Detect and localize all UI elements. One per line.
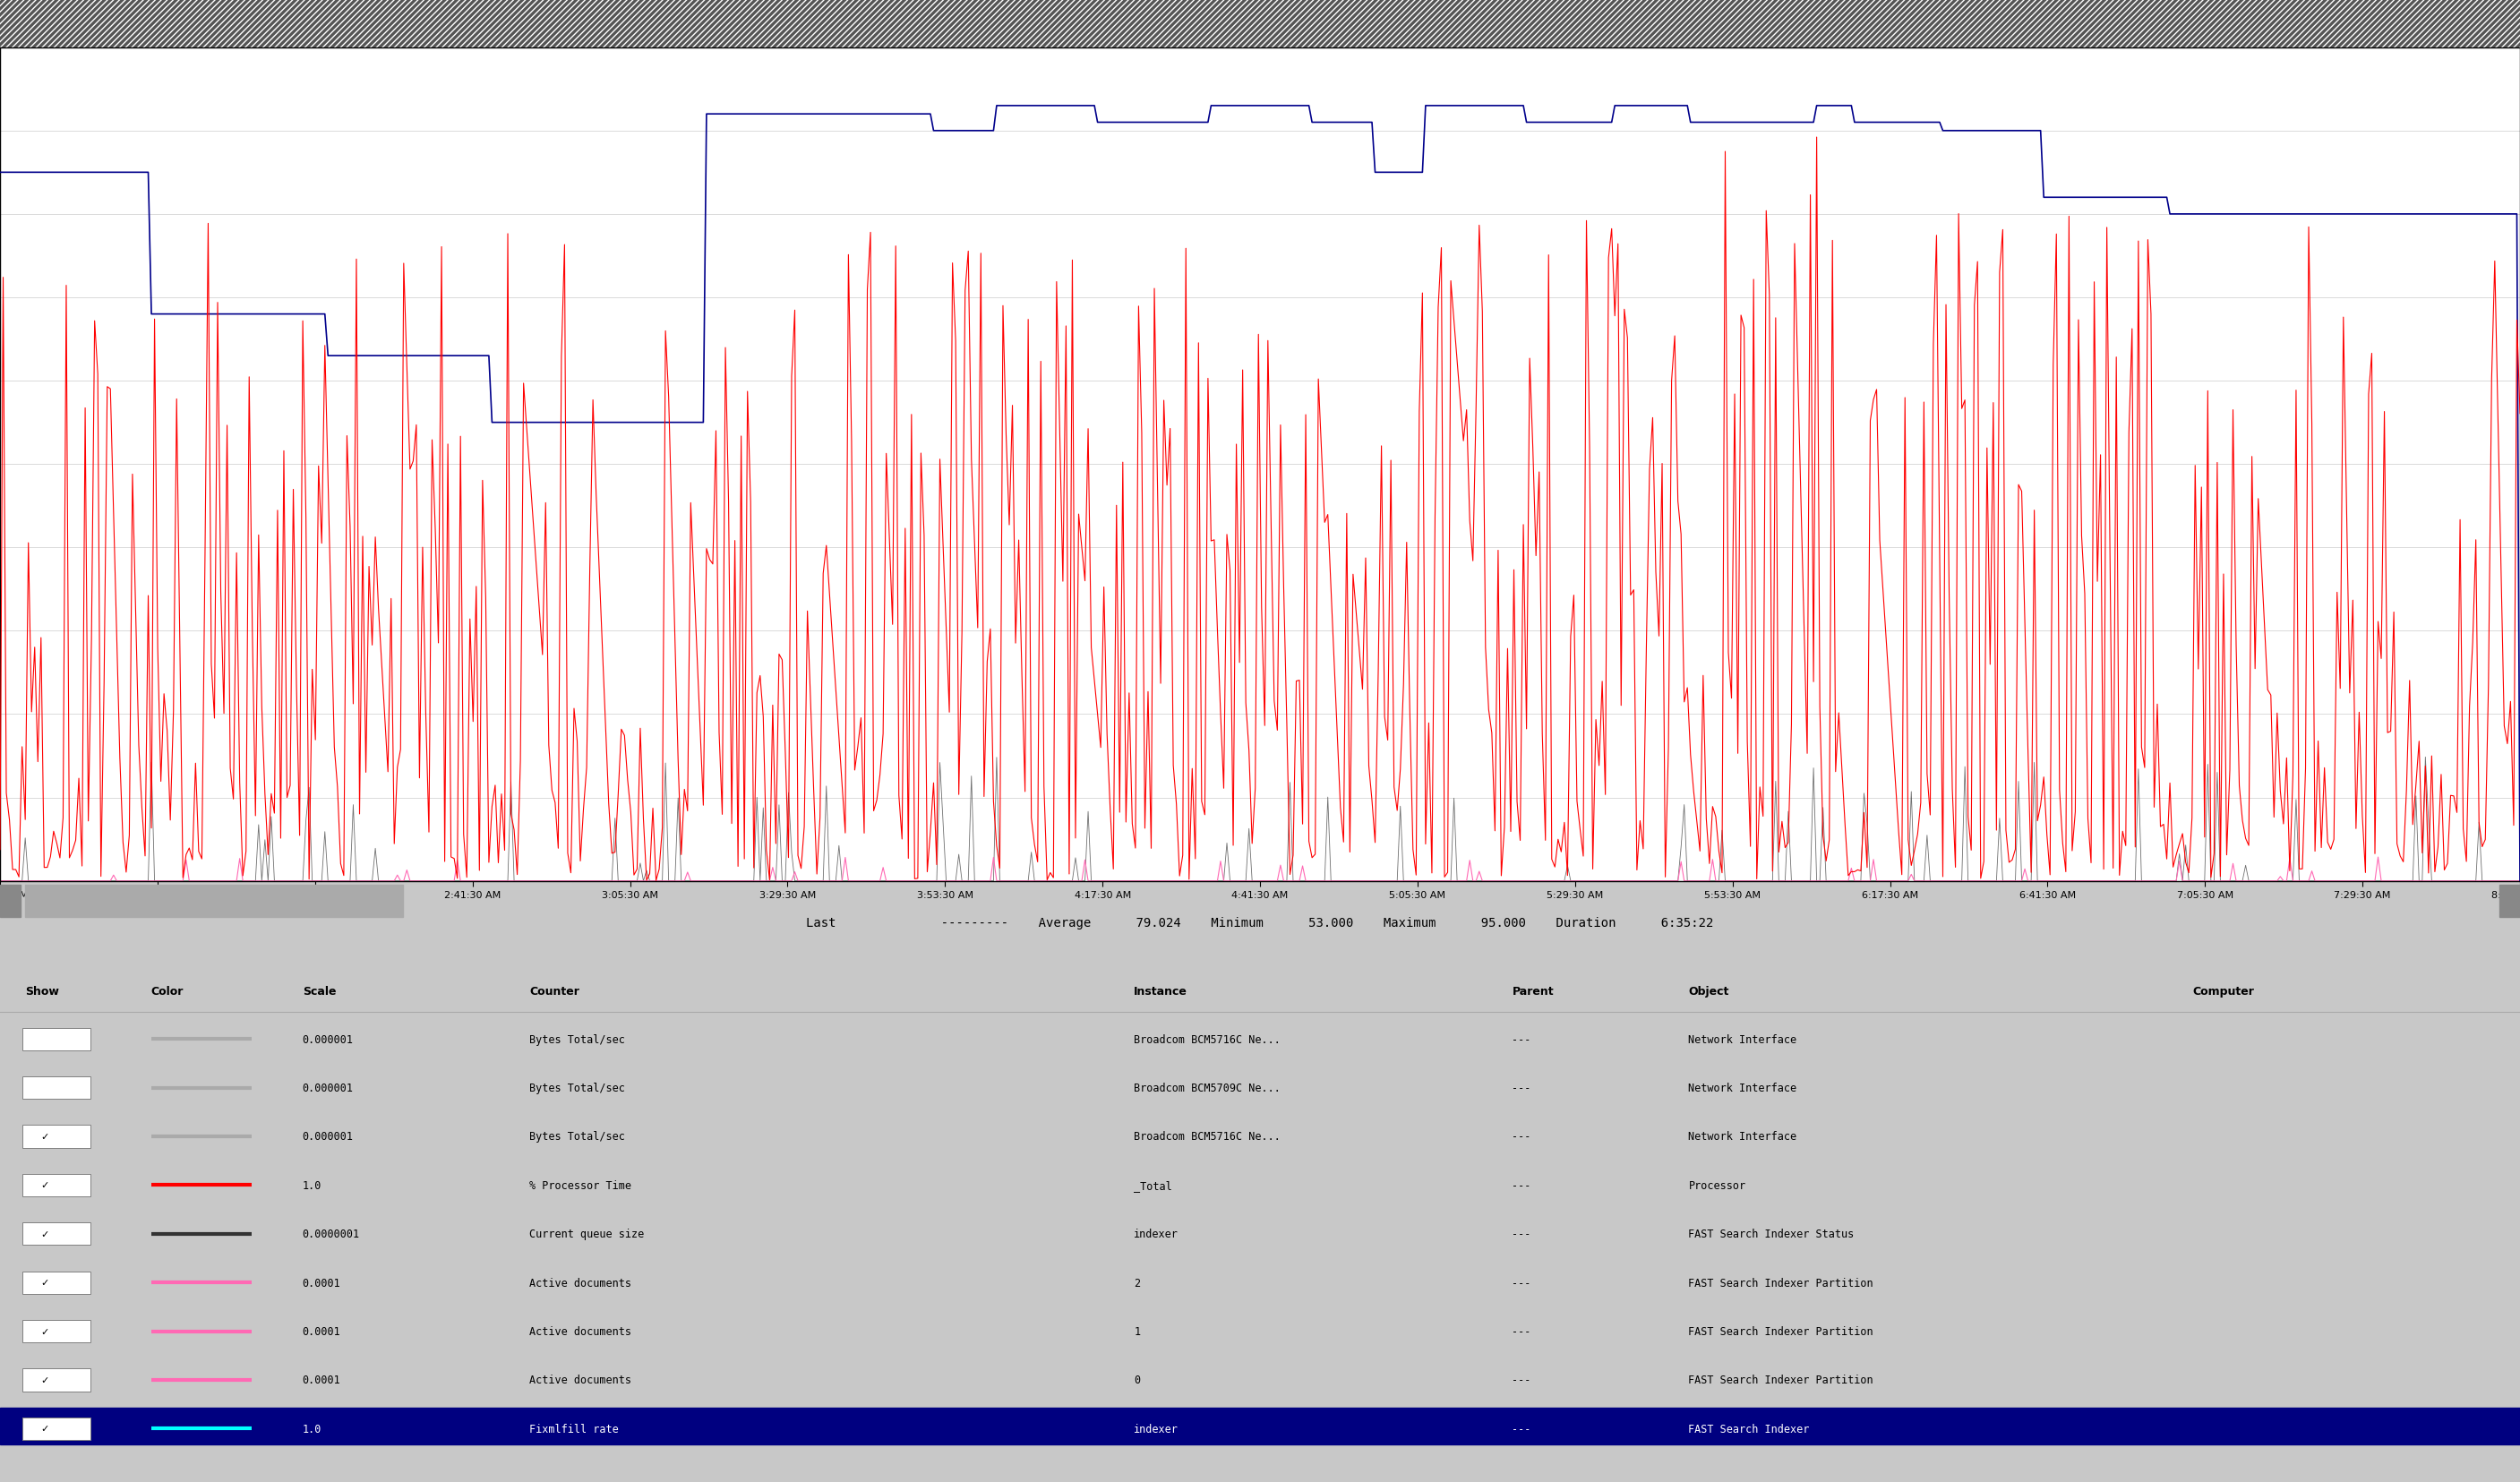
Text: ---: --- [1512,1423,1532,1435]
Text: ✓: ✓ [40,1326,48,1335]
Text: FAST Search Indexer: FAST Search Indexer [1688,1423,1809,1435]
Bar [0,885,20,917]
Text: 1: 1 [1134,1325,1142,1337]
Text: indexer: indexer [1134,1229,1179,1240]
Bar [2500,885,2520,917]
Text: Broadcom BCM5709C Ne...: Broadcom BCM5709C Ne... [1134,1082,1280,1094]
Text: Network Interface: Network Interface [1688,1082,1797,1094]
Bar [0,1408,2520,1445]
Text: Network Interface: Network Interface [1688,1131,1797,1143]
FancyBboxPatch shape [23,1223,91,1245]
Text: FAST Search Indexer Partition: FAST Search Indexer Partition [1688,1277,1872,1288]
FancyBboxPatch shape [23,1029,91,1051]
Text: indexer: indexer [1134,1423,1179,1435]
Text: 0.000001: 0.000001 [302,1131,353,1143]
Text: 1.0: 1.0 [302,1180,323,1192]
Text: Broadcom BCM5716C Ne...: Broadcom BCM5716C Ne... [1134,1033,1280,1045]
Text: FAST Search Indexer Status: FAST Search Indexer Status [1688,1229,1855,1240]
Text: Bytes Total/sec: Bytes Total/sec [529,1131,625,1143]
Text: ---: --- [1512,1131,1532,1143]
FancyBboxPatch shape [23,1174,91,1196]
Text: FAST Search Indexer Partition: FAST Search Indexer Partition [1688,1374,1872,1386]
Text: Counter: Counter [529,986,580,997]
Text: FAST Search Indexer Partition: FAST Search Indexer Partition [1688,1325,1872,1337]
Text: Bytes Total/sec: Bytes Total/sec [529,1033,625,1045]
Text: Current queue size: Current queue size [529,1229,645,1240]
Text: 0.000001: 0.000001 [302,1082,353,1094]
Text: Active documents: Active documents [529,1374,633,1386]
Text: 0.0001: 0.0001 [302,1277,340,1288]
Text: ✓: ✓ [40,1277,48,1286]
Text: 0.0000001: 0.0000001 [302,1229,360,1240]
FancyBboxPatch shape [23,1272,91,1294]
Text: ✓: ✓ [40,1230,48,1239]
Text: Scale: Scale [302,986,335,997]
Bar [25,885,403,917]
Text: ---: --- [1512,1082,1532,1094]
Text: Object: Object [1688,986,1729,997]
Text: ✓: ✓ [40,1132,48,1141]
Text: Broadcom BCM5716C Ne...: Broadcom BCM5716C Ne... [1134,1131,1280,1143]
Text: Processor: Processor [1688,1180,1746,1192]
FancyBboxPatch shape [23,1076,91,1100]
Text: Color: Color [151,986,184,997]
Text: ---: --- [1512,1229,1532,1240]
Text: ---: --- [1512,1180,1532,1192]
Text: ---: --- [1512,1325,1532,1337]
Text: ---: --- [1512,1374,1532,1386]
Text: 2: 2 [1134,1277,1142,1288]
Text: ---: --- [1512,1277,1532,1288]
Text: Show: Show [25,986,58,997]
Text: 1.0: 1.0 [302,1423,323,1435]
Text: ✓: ✓ [40,1424,48,1433]
Text: _Total: _Total [1134,1180,1172,1192]
Text: Parent: Parent [1512,986,1555,997]
FancyBboxPatch shape [23,1320,91,1343]
Text: 0.0001: 0.0001 [302,1374,340,1386]
Text: ✓: ✓ [40,1375,48,1384]
FancyBboxPatch shape [23,1417,91,1441]
FancyBboxPatch shape [23,1125,91,1147]
Text: 0.000001: 0.000001 [302,1033,353,1045]
Text: ---: --- [1512,1033,1532,1045]
Text: Last              ---------    Average      79.024    Minimum      53.000    Max: Last --------- Average 79.024 Minimum 53… [806,916,1714,929]
Text: Fixmlfill rate: Fixmlfill rate [529,1423,617,1435]
Text: ✓: ✓ [40,1181,48,1190]
Text: 0.0001: 0.0001 [302,1325,340,1337]
Text: Instance: Instance [1134,986,1187,997]
Text: Active documents: Active documents [529,1277,633,1288]
FancyBboxPatch shape [23,1369,91,1392]
Text: Network Interface: Network Interface [1688,1033,1797,1045]
Text: 0: 0 [1134,1374,1142,1386]
Text: Computer: Computer [2192,986,2253,997]
Text: Bytes Total/sec: Bytes Total/sec [529,1082,625,1094]
Text: Active documents: Active documents [529,1325,633,1337]
Text: % Processor Time: % Processor Time [529,1180,633,1192]
